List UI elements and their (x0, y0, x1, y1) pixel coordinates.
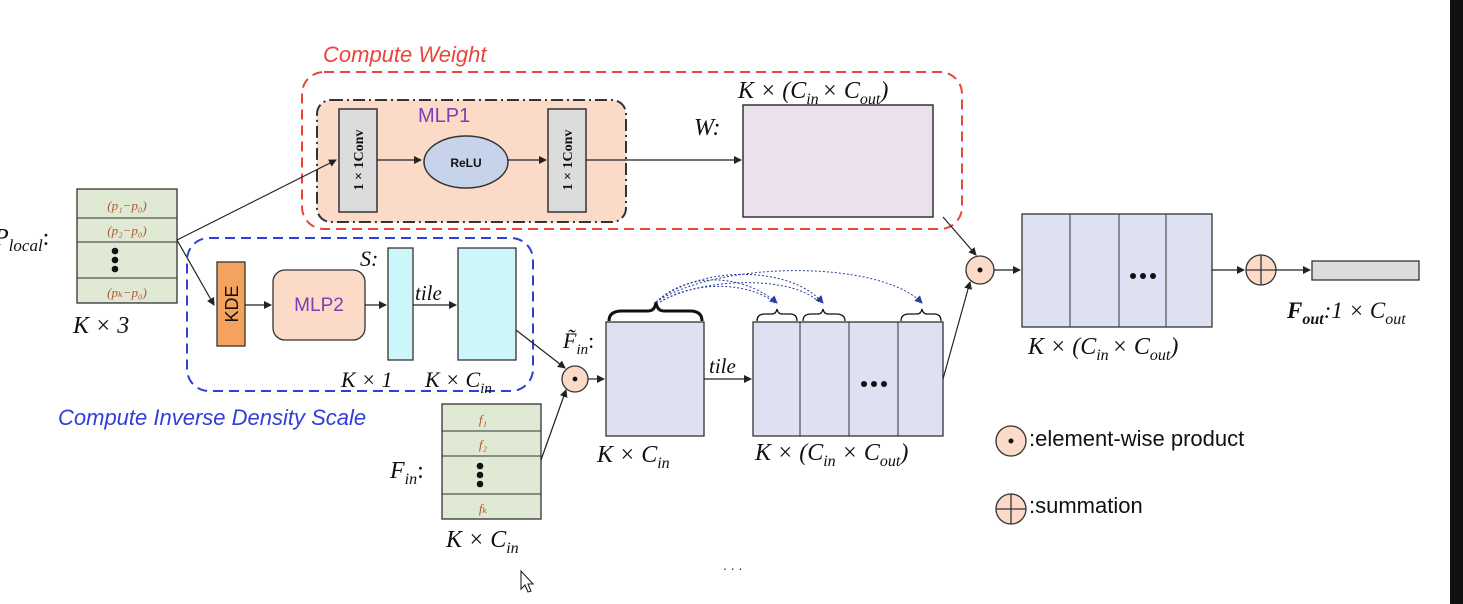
ftilde-block (605, 321, 705, 437)
compute-weight-region (301, 71, 963, 230)
weight-block (742, 104, 934, 218)
fin-label: Fin: (389, 458, 424, 488)
plocal-label: Plocal: (0, 225, 49, 255)
s-tiled-block (457, 247, 517, 361)
plocal-grid (76, 188, 178, 304)
conv-block-1 (338, 108, 378, 213)
product-op-2-dot (977, 267, 983, 273)
ftilde-tiled-dividers (799, 322, 899, 436)
arrow-stiled-product (515, 329, 566, 369)
ftilde-tiled-dim: K × (Cin × Cout) (754, 440, 908, 470)
product-op-1-dot (572, 376, 578, 382)
ftilde-brace (607, 301, 704, 322)
compute-density-title: Compute Inverse Density Scale (58, 405, 366, 430)
ftilde-label: F̃in: (562, 328, 594, 358)
kde-label: KDE (222, 285, 242, 322)
output-block (1311, 260, 1420, 281)
fin-grid (441, 403, 542, 520)
arrow-plocal-mlp1 (176, 159, 337, 241)
result-block (1021, 213, 1213, 328)
arrow-plocal-kde (176, 239, 215, 306)
arrow-fin-product (540, 389, 568, 461)
mlp2-label: MLP2 (294, 295, 344, 316)
plocal-row-1: (p₁−p₀) (107, 198, 146, 213)
s-vector (387, 247, 414, 361)
s-tiled-dim: K × Cin (424, 367, 492, 397)
tile-copy-arrows (655, 270, 923, 304)
legend-product-dot (1008, 438, 1014, 444)
window-edge-bar (1450, 0, 1463, 604)
ftilde-dim: K × Cin (596, 442, 670, 472)
footer-dots: . . . (723, 557, 742, 573)
fin-ellipsis-dots (476, 462, 484, 488)
conv-label-2: 1 × 1Conv (561, 130, 576, 191)
result-dividers (1069, 214, 1167, 327)
compute-weight-title: Compute Weight (323, 42, 487, 67)
tile-label-2: tile (709, 354, 736, 378)
relu-label: ReLU (450, 156, 481, 170)
mouse-cursor-icon (520, 569, 535, 593)
result-dim: K × (Cin × Cout) (1027, 334, 1178, 364)
s-dim: K × 1 (340, 367, 393, 392)
fin-row-1: f₁ (479, 412, 487, 427)
conv-block-2 (547, 108, 587, 213)
s-label: S: (360, 246, 378, 271)
plocal-ellipsis-dots (111, 247, 119, 273)
result-dots (1130, 273, 1156, 279)
legend-product-label: :element-wise product (1029, 426, 1244, 451)
fin-dim: K × Cin (445, 527, 519, 557)
ftilde-tiled-dots (861, 381, 887, 387)
plocal-dim: K × 3 (72, 313, 129, 339)
output-label: Fout:1 × Cout (1286, 298, 1406, 328)
legend-sum-label: :summation (1029, 493, 1143, 518)
arrow-tiled-product (942, 281, 972, 380)
plocal-row-2: (p₂−p₀) (107, 223, 146, 238)
arrow-weight-product (942, 216, 977, 256)
weight-symbol: W: (694, 115, 720, 141)
fin-row-k: fₖ (479, 501, 488, 516)
conv-label-1: 1 × 1Conv (352, 130, 367, 191)
compute-density-region (186, 237, 534, 392)
relu-node (423, 135, 509, 189)
ftilde-tiled-block (752, 321, 944, 437)
kde-block (216, 261, 246, 347)
weight-dim-label: K × (Cin × Cout) (737, 78, 888, 108)
fin-row-2: f₂ (479, 437, 488, 452)
tile-label-1: tile (415, 281, 442, 305)
plocal-row-k: (pₖ−p₀) (107, 285, 147, 300)
ftilde-tiled-braces (756, 308, 942, 322)
mlp1-title: MLP1 (418, 105, 470, 127)
